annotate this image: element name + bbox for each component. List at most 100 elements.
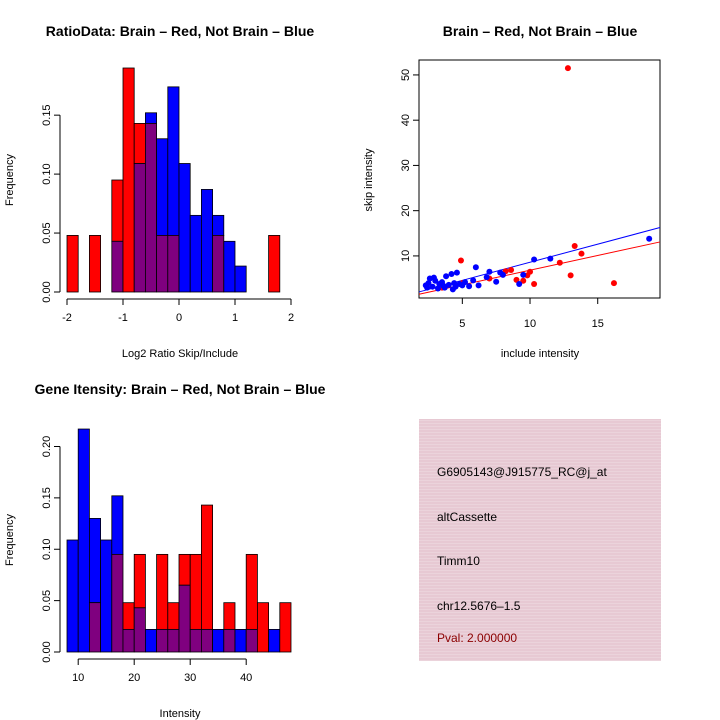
y-tick-label: 40 xyxy=(400,114,412,126)
y-tick-label: 0.05 xyxy=(41,222,53,243)
scatter-point xyxy=(440,282,447,289)
bar-red xyxy=(223,602,236,630)
bar-red xyxy=(122,67,135,293)
bar-overlap xyxy=(200,628,213,653)
bar-overlap xyxy=(212,235,225,293)
bar-red xyxy=(189,553,202,630)
hist2-bars xyxy=(66,428,292,653)
scatter-point xyxy=(646,235,653,242)
x-tick-label: -2 xyxy=(62,312,72,324)
bar-overlap xyxy=(245,628,258,653)
bar-overlap xyxy=(111,553,124,653)
x-tick-label: 15 xyxy=(592,318,604,330)
y-tick-label: 0.10 xyxy=(41,539,53,560)
bar-overlap xyxy=(133,163,146,293)
probe-id: G6905143@J915775_RC@j_at xyxy=(437,465,607,479)
scatter-point xyxy=(571,242,578,249)
y-tick-label: 0.05 xyxy=(41,590,53,611)
bar-red xyxy=(111,179,124,242)
y-tick-label: 0.00 xyxy=(41,281,53,302)
bar-red xyxy=(167,602,180,630)
y-tick-label: 0.20 xyxy=(41,436,53,457)
scatter-point xyxy=(520,271,527,278)
bar-overlap xyxy=(89,602,102,653)
scatter-point xyxy=(493,278,500,285)
x-tick-label: 30 xyxy=(184,672,196,684)
x-tick-label: 10 xyxy=(524,318,536,330)
y-tick-label: 0.15 xyxy=(41,104,53,125)
scatter-axes: 5 10 15 10 20 30 40 50 xyxy=(400,69,604,330)
scatter-point xyxy=(508,266,515,273)
hist2-title: Gene Itensity: Brain – Red, Not Brain – … xyxy=(35,381,326,397)
bar-blue xyxy=(111,495,124,555)
scatter-point xyxy=(430,274,437,281)
bar-red xyxy=(133,553,146,609)
hist1-xlabel: Log2 Ratio Skip/Include xyxy=(122,348,238,360)
x-tick-label: 2 xyxy=(288,312,294,324)
scatter-points xyxy=(422,65,653,293)
scatter-point xyxy=(531,256,538,263)
scatter-point xyxy=(462,279,469,286)
scatter-point xyxy=(516,280,523,287)
scatter-point xyxy=(483,274,490,281)
x-tick-label: -1 xyxy=(118,312,128,324)
hist2-ylabel: Frequency xyxy=(4,514,16,566)
scatter-point xyxy=(472,264,479,271)
bar-red xyxy=(245,553,258,630)
bar-blue xyxy=(66,539,79,653)
bar-red xyxy=(66,235,79,293)
scatter-point xyxy=(443,273,450,280)
scatter-point xyxy=(578,250,585,257)
bar-blue xyxy=(77,428,90,653)
scatter-point xyxy=(448,271,455,278)
bar-red xyxy=(156,553,169,630)
scatter-point xyxy=(449,286,456,293)
x-tick-label: 10 xyxy=(72,672,84,684)
bar-overlap xyxy=(133,607,146,653)
hist1-axes: -2 -1 0 1 2 0.00 0.05 0.10 0.15 xyxy=(41,104,294,324)
x-tick-label: 5 xyxy=(459,318,465,330)
y-tick-label: 0.00 xyxy=(41,641,53,662)
bar-blue xyxy=(212,214,225,236)
bar-red xyxy=(200,504,213,630)
bar-red xyxy=(122,602,135,630)
bar-red xyxy=(89,235,102,293)
x-tick-label: 0 xyxy=(176,312,182,324)
scatter-point xyxy=(457,257,464,264)
scatter-point xyxy=(475,282,482,289)
scatter-title: Brain – Red, Not Brain – Blue xyxy=(443,23,638,39)
scatter-point xyxy=(429,283,436,290)
bar-blue xyxy=(167,86,180,236)
bar-red xyxy=(256,602,269,653)
bar-blue xyxy=(223,240,236,293)
scatter-point xyxy=(567,272,574,279)
bar-blue xyxy=(178,163,191,293)
scatter-point xyxy=(453,269,460,276)
bar-overlap xyxy=(223,628,236,653)
bar-overlap xyxy=(144,123,157,293)
scatter-point xyxy=(424,284,431,291)
bar-red xyxy=(268,235,281,293)
y-tick-label: 30 xyxy=(400,159,412,171)
x-tick-label: 20 xyxy=(128,672,140,684)
bar-overlap xyxy=(178,584,191,653)
chromosome-location: chr12.5676–1.5 xyxy=(437,599,521,613)
bar-blue xyxy=(234,265,247,293)
scatter-point xyxy=(499,271,506,278)
hist1-bars xyxy=(66,67,281,293)
bar-overlap xyxy=(189,628,202,653)
event-type: altCassette xyxy=(437,510,498,524)
hist1-title: RatioData: Brain – Red, Not Brain – Blue xyxy=(46,23,315,39)
bar-overlap xyxy=(156,235,169,293)
bar-red xyxy=(133,123,146,164)
gene-name: Timm10 xyxy=(437,554,480,568)
bar-blue xyxy=(212,628,225,653)
scatter-box xyxy=(418,59,661,299)
bar-overlap xyxy=(122,628,135,653)
bar-blue xyxy=(268,628,281,653)
bar-blue xyxy=(144,628,157,653)
y-tick-label: 0.10 xyxy=(41,163,53,184)
bar-blue xyxy=(200,189,213,293)
scatter-point xyxy=(610,280,617,287)
